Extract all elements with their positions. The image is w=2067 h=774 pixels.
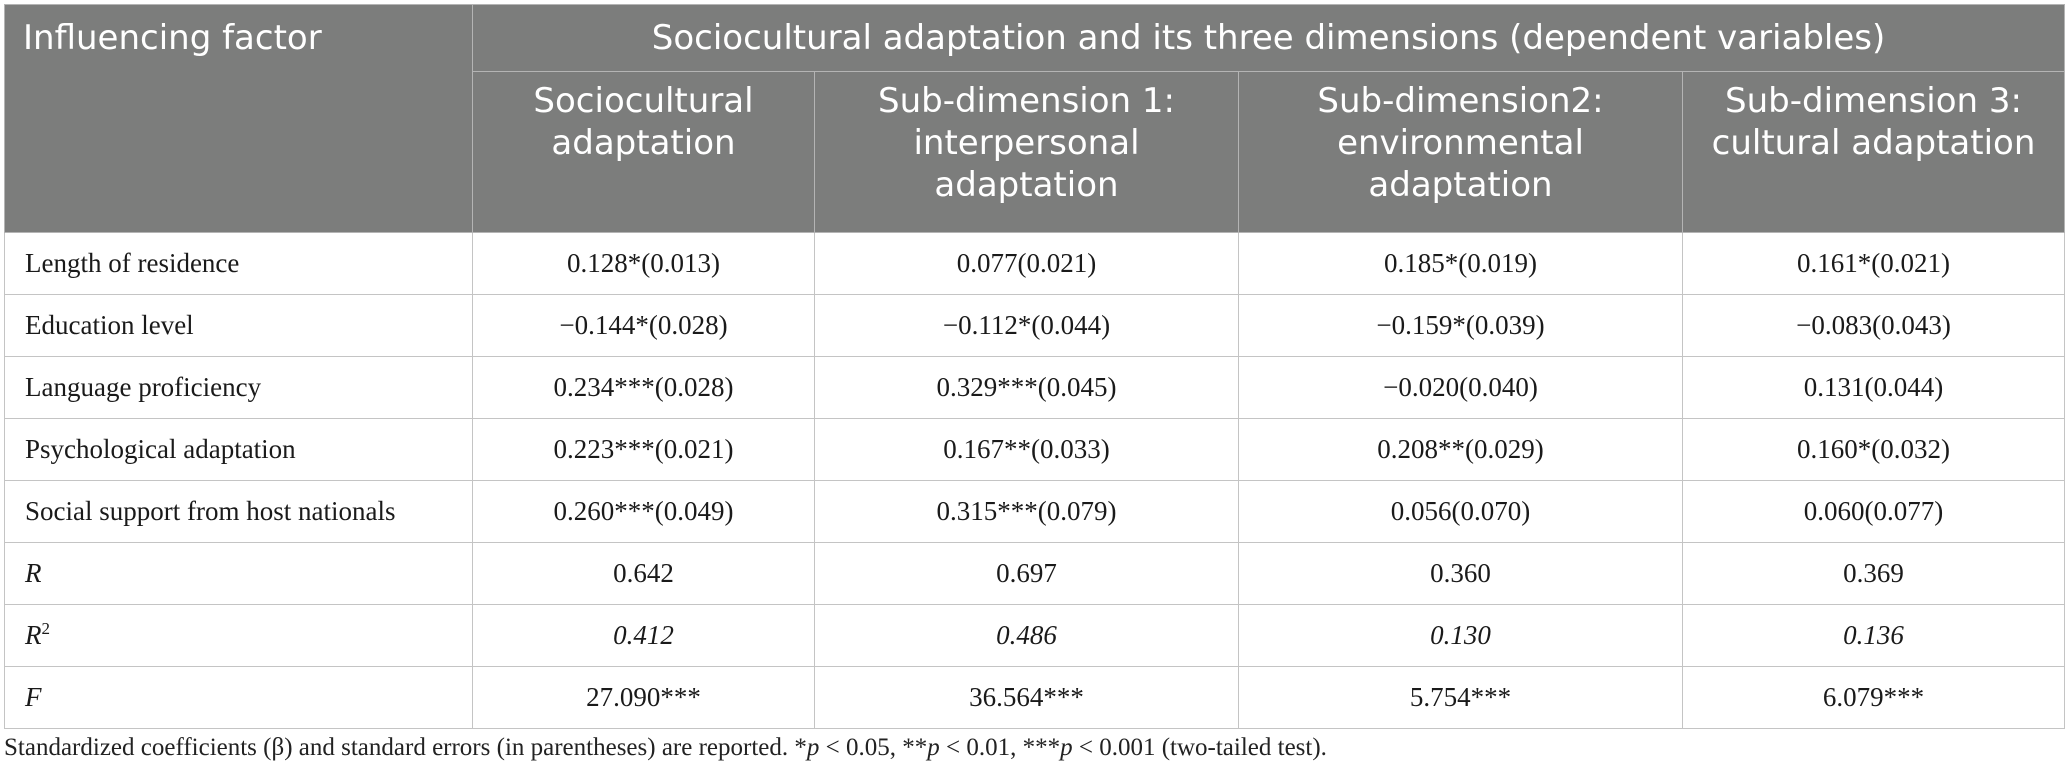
footnote-text: < 0.05, ** [819, 734, 928, 761]
table-row: Psychological adaptation 0.223***(0.021)… [4, 418, 2066, 481]
table-row: Language proficiency 0.234***(0.028) 0.3… [4, 356, 2066, 419]
row-label-r: R [4, 542, 473, 605]
row-label-length-of-residence: Length of residence [4, 232, 473, 295]
table-row: Education level −0.144*(0.028) −0.112*(0… [4, 294, 2066, 357]
header-row-2: Sociocultural adaptation Sub-dimension 1… [5, 71, 2066, 233]
row-label-education-level: Education level [4, 294, 473, 357]
table-cell: 0.486 [814, 604, 1239, 667]
table-row: Social support from host nationals 0.260… [4, 480, 2066, 543]
footnote-p: p [927, 734, 940, 761]
column-header-interpersonal: Sub-dimension 1: interpersonal adaptatio… [814, 71, 1239, 233]
table-cell: 0.412 [472, 604, 815, 667]
row-label-social-support: Social support from host nationals [4, 480, 473, 543]
table-cell: 0.136 [1681, 604, 2066, 667]
column-header-cultural: Sub-dimension 3: cultural adaptation [1681, 71, 2066, 233]
table-cell: 0.167**(0.033) [814, 418, 1239, 481]
table-footnote: Standardized coefficients (β) and standa… [4, 734, 1327, 762]
footnote-text: < 0.001 (two-tailed test). [1072, 734, 1327, 761]
table-cell: 0.697 [814, 542, 1239, 605]
table-cell: 0.077(0.021) [814, 232, 1239, 295]
r-squared-base: R [25, 620, 42, 650]
table-cell: 5.754*** [1238, 666, 1683, 729]
footnote-text: < 0.01, *** [939, 734, 1061, 761]
row-label-language-proficiency: Language proficiency [4, 356, 473, 419]
table-cell: 6.079*** [1681, 666, 2066, 729]
row-label-psychological-adaptation: Psychological adaptation [4, 418, 473, 481]
table-cell: 0.360 [1238, 542, 1683, 605]
r-squared-superscript: 2 [41, 619, 51, 638]
table-cell: 0.369 [1681, 542, 2066, 605]
table-row: F 27.090*** 36.564*** 5.754*** 6.079*** [4, 666, 2066, 729]
table-row: R 0.642 0.697 0.360 0.369 [4, 542, 2066, 605]
table-row: Length of residence 0.128*(0.013) 0.077(… [4, 232, 2066, 295]
table-cell: 0.315***(0.079) [814, 480, 1239, 543]
table-cell: −0.159*(0.039) [1238, 294, 1683, 357]
table-cell: 0.223***(0.021) [472, 418, 815, 481]
dependent-variables-header: Sociocultural adaptation and its three d… [471, 4, 2066, 72]
footnote-text: Standardized coefficients (β) and standa… [4, 734, 807, 761]
footnote-p: p [1060, 734, 1073, 761]
table-cell: 0.056(0.070) [1238, 480, 1683, 543]
regression-table: Influencing factor Sociocultural adaptat… [4, 4, 2066, 729]
table-cell: 0.160*(0.032) [1681, 418, 2066, 481]
table-cell: 0.131(0.044) [1681, 356, 2066, 419]
column-header-environmental: Sub-dimension2: environmental adaptation [1238, 71, 1683, 233]
table-cell: 0.208**(0.029) [1238, 418, 1683, 481]
table-cell: −0.020(0.040) [1238, 356, 1683, 419]
table-cell: −0.144*(0.028) [472, 294, 815, 357]
influencing-factor-header: Influencing factor [4, 4, 473, 233]
footnote-p: p [806, 734, 820, 761]
table-cell: 0.128*(0.013) [472, 232, 815, 295]
table-cell: 0.060(0.077) [1681, 480, 2066, 543]
table-cell: 0.130 [1238, 604, 1683, 667]
table-cell: −0.112*(0.044) [814, 294, 1239, 357]
table-cell: −0.083(0.043) [1681, 294, 2066, 357]
row-label-f: F [4, 666, 473, 729]
table-cell: 0.185*(0.019) [1238, 232, 1683, 295]
table-cell: 27.090*** [472, 666, 815, 729]
table-cell: 0.234***(0.028) [472, 356, 815, 419]
header-row-1: Influencing factor Sociocultural adaptat… [4, 4, 2066, 233]
column-header-sociocultural: Sociocultural adaptation [472, 71, 815, 233]
table-cell: 0.642 [472, 542, 815, 605]
row-label-r-squared: R2 [4, 604, 473, 667]
table-cell: 0.260***(0.049) [472, 480, 815, 543]
table-cell: 0.329***(0.045) [814, 356, 1239, 419]
table-cell: 0.161*(0.021) [1681, 232, 2066, 295]
table-cell: 36.564*** [814, 666, 1239, 729]
table-row: R2 0.412 0.486 0.130 0.136 [4, 604, 2066, 667]
